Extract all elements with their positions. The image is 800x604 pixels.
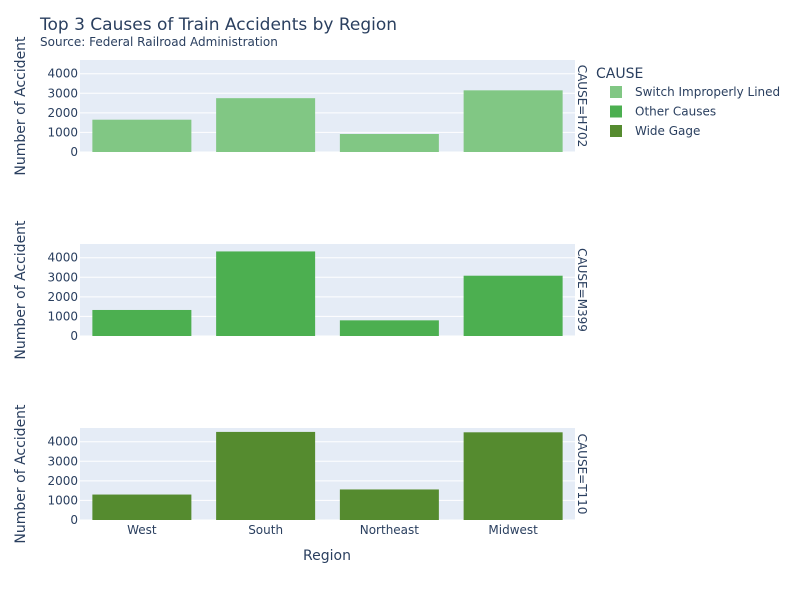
x-tick-label: West bbox=[127, 523, 157, 537]
y-tick-label: 3000 bbox=[47, 86, 78, 100]
chart-title: Top 3 Causes of Train Accidents by Regio… bbox=[39, 15, 397, 35]
legend-swatch[interactable] bbox=[610, 125, 622, 137]
legend-item-label[interactable]: Wide Gage bbox=[635, 124, 700, 138]
legend-title: CAUSE bbox=[596, 66, 643, 82]
legend: Switch Improperly Lined Other Causes Wide … bbox=[610, 85, 780, 138]
y-tick-label: 4000 bbox=[47, 435, 78, 449]
bar-t110-northeast[interactable] bbox=[339, 489, 439, 520]
bar-m399-northeast[interactable] bbox=[339, 320, 439, 336]
legend-swatch[interactable] bbox=[610, 105, 622, 118]
x-tick-label: Northeast bbox=[360, 523, 420, 537]
legend-item-label[interactable]: Switch Improperly Lined bbox=[635, 85, 780, 99]
y-tick-label: 2000 bbox=[47, 290, 78, 304]
bar-h702-west[interactable] bbox=[92, 119, 192, 152]
facet-label: CAUSE=M399 bbox=[575, 248, 589, 332]
bar-h702-south[interactable] bbox=[216, 98, 316, 152]
legend-item-label[interactable]: Other Causes bbox=[635, 105, 716, 119]
y-tick-label: 1000 bbox=[47, 309, 78, 323]
y-tick-label: 2000 bbox=[47, 106, 78, 120]
legend-swatch[interactable] bbox=[610, 86, 622, 98]
y-axis-title: Number of Accident bbox=[13, 36, 29, 176]
bar-t110-south[interactable] bbox=[216, 431, 316, 520]
x-axis-title: Region bbox=[303, 548, 351, 564]
y-tick-label: 0 bbox=[70, 513, 78, 527]
y-tick-label: 4000 bbox=[47, 67, 78, 81]
y-tick-label: 3000 bbox=[47, 454, 78, 468]
bar-t110-west[interactable] bbox=[92, 494, 192, 520]
facet-label: CAUSE=H702 bbox=[575, 65, 589, 148]
chart-subtitle: Source: Federal Railroad Administration bbox=[40, 35, 278, 49]
y-tick-label: 0 bbox=[70, 145, 78, 159]
bar-h702-northeast[interactable] bbox=[339, 133, 439, 152]
x-tick-label: South bbox=[248, 523, 283, 537]
y-tick-label: 2000 bbox=[47, 474, 78, 488]
y-tick-label: 1000 bbox=[47, 493, 78, 507]
bar-t110-midwest[interactable] bbox=[463, 432, 563, 520]
x-tick-label: Midwest bbox=[488, 523, 538, 537]
bar-m399-midwest[interactable] bbox=[463, 275, 563, 336]
bar-m399-south[interactable] bbox=[216, 251, 316, 336]
y-axis-title: Number of Accident bbox=[13, 404, 29, 544]
y-tick-label: 3000 bbox=[47, 270, 78, 284]
bar-h702-midwest[interactable] bbox=[463, 90, 563, 152]
bar-m399-west[interactable] bbox=[92, 309, 192, 336]
y-tick-label: 1000 bbox=[47, 125, 78, 139]
facet-panels: 0 1000 2000 3000 4000 Number of Accident CAUSE… bbox=[13, 36, 589, 544]
facet-label: CAUSE=T110 bbox=[575, 434, 589, 515]
y-tick-label: 0 bbox=[70, 329, 78, 343]
y-tick-label: 4000 bbox=[47, 251, 78, 265]
y-axis-title: Number of Accident bbox=[13, 220, 29, 360]
